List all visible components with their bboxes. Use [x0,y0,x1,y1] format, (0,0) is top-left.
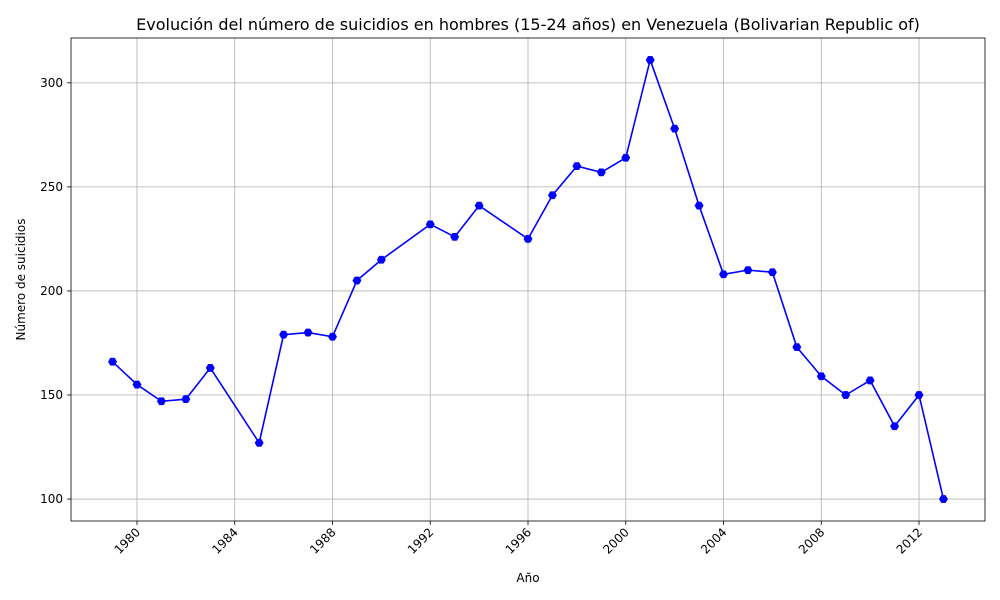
data-point-marker [303,328,313,337]
data-point-marker [181,395,191,404]
data-point-marker [596,168,606,177]
chart-title: Evolución del número de suicidios en hom… [136,15,920,34]
data-point-marker [572,162,582,170]
data-point-marker [621,153,631,162]
y-axis-label: Número de suicidios [14,219,28,341]
series-line [112,59,945,500]
data-point-marker [743,266,753,275]
data-point-marker [376,255,386,264]
data-point-marker [156,397,166,406]
data-point-marker [108,357,118,366]
data-point-marker [132,380,142,389]
y-tick-label: 150 [40,388,63,402]
data-point-marker [890,422,900,431]
data-point-marker [547,191,557,200]
data-point-marker [938,495,948,503]
data-point-marker [474,201,484,210]
grid-lines [71,38,985,521]
data-point-marker [328,332,337,341]
data-point-marker [645,56,655,64]
data-point-marker [792,343,802,352]
data-point-marker [352,276,362,285]
data-point-marker [694,201,704,210]
data-point-marker [523,235,533,243]
y-tick-label: 250 [40,180,63,194]
y-axis-ticks: 100 150 200 250 300 [40,76,71,506]
data-point-marker [205,364,215,372]
data-series [108,56,948,503]
data-point-marker [719,270,728,279]
y-tick-label: 300 [40,76,63,90]
x-axis-label: Año [516,571,539,585]
data-point-marker [670,124,680,133]
data-point-marker [279,330,289,339]
data-point-marker [865,376,875,385]
data-point-marker [914,391,924,399]
data-point-marker [254,438,264,447]
y-tick-label: 200 [40,284,63,298]
y-tick-label: 100 [40,492,63,506]
data-point-marker [450,232,460,241]
data-point-marker [841,391,851,399]
data-point-marker [767,268,777,277]
data-point-marker [425,220,435,229]
data-point-marker [816,372,826,381]
